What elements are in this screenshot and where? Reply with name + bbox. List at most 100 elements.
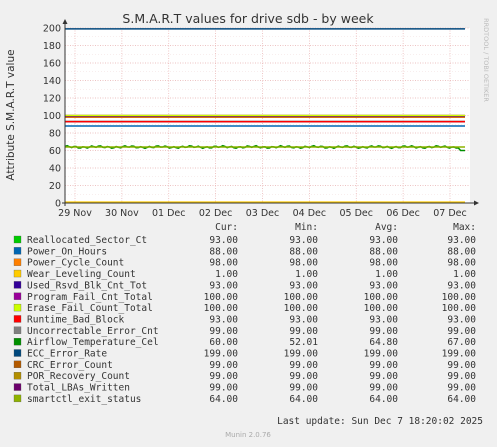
legend-value-avg: 64.00 — [369, 394, 398, 405]
legend-value-cur: 199.00 — [204, 349, 239, 360]
y-tick-label: 60 — [49, 146, 61, 157]
legend-swatch — [13, 258, 22, 266]
legend-value-max: 98.00 — [447, 258, 476, 269]
x-tick-label: 30 Nov — [105, 208, 139, 219]
legend-swatch — [13, 383, 22, 391]
legend-value-avg: 99.00 — [369, 371, 398, 382]
y-tick-label: 0 — [55, 199, 61, 210]
legend-value-max: 99.00 — [447, 371, 476, 382]
legend-value-avg: 93.00 — [369, 235, 398, 246]
legend-value-avg: 100.00 — [364, 303, 399, 314]
legend-series-name: Wear_Leveling_Count — [27, 269, 136, 280]
legend-series-name: Used_Rsvd_Blk_Cnt_Tot — [27, 280, 147, 291]
legend-value-min: 93.00 — [289, 314, 318, 325]
legend-value-min: 99.00 — [289, 326, 318, 337]
y-tick-label: 40 — [49, 164, 61, 175]
x-tick-label: 03 Dec — [246, 208, 280, 219]
legend-value-avg: 199.00 — [364, 349, 399, 360]
legend-value-max: 64.00 — [447, 394, 476, 405]
legend-value-cur: 99.00 — [209, 383, 238, 394]
legend-value-min: 99.00 — [289, 360, 318, 371]
x-tick-label: 01 Dec — [152, 208, 186, 219]
legend-series-name: smartctl_exit_status — [27, 394, 141, 405]
x-tick-label: 04 Dec — [293, 208, 327, 219]
rrdtool-credit: RRDTOOL / TOBI OETIKER — [482, 18, 490, 102]
legend-value-max: 199.00 — [442, 349, 477, 360]
legend-swatch — [13, 326, 22, 334]
legend-value-avg: 99.00 — [369, 360, 398, 371]
legend-value-avg: 100.00 — [364, 292, 399, 303]
legend-value-min: 1.00 — [295, 269, 318, 280]
legend-value-max: 100.00 — [442, 292, 477, 303]
legend-value-avg: 99.00 — [369, 326, 398, 337]
chart-title: S.M.A.R.T values for drive sdb - by week — [122, 11, 374, 26]
legend-value-min: 100.00 — [284, 292, 319, 303]
legend-value-min: 199.00 — [284, 349, 319, 360]
last-update: Last update: Sun Dec 7 18:20:02 2025 — [277, 416, 483, 427]
legend-column-header: Cur: — [215, 222, 238, 233]
legend-series-name: CRC_Error_Count — [27, 360, 113, 371]
legend-value-avg: 99.00 — [369, 383, 398, 394]
legend-series-name: Reallocated_Sector_Ct — [27, 235, 147, 246]
legend-swatch — [13, 269, 22, 278]
x-axis-arrow — [474, 200, 479, 206]
legend-column-header: Min: — [295, 222, 318, 233]
series-lines — [64, 28, 465, 203]
legend-series-name: ECC_Error_Rate — [27, 349, 107, 360]
legend-value-max: 99.00 — [447, 326, 476, 337]
legend-series-name: Power_Cycle_Count — [27, 258, 124, 269]
legend-value-min: 93.00 — [289, 280, 318, 291]
legend-swatch — [13, 360, 22, 369]
legend-series-name: Uncorrectable_Error_Cnt — [27, 326, 159, 337]
legend-swatch — [13, 292, 22, 300]
legend-value-cur: 93.00 — [209, 280, 238, 291]
legend-value-cur: 98.00 — [209, 258, 238, 269]
legend-value-max: 93.00 — [447, 280, 476, 291]
legend-series-name: Airflow_Temperature_Cel — [27, 337, 159, 348]
legend-swatch — [13, 394, 22, 403]
legend-value-max: 67.00 — [447, 337, 476, 348]
legend-value-cur: 64.00 — [209, 394, 238, 405]
legend-value-min: 99.00 — [289, 371, 318, 382]
legend-value-max: 93.00 — [447, 314, 476, 325]
legend-value-avg: 64.80 — [369, 337, 398, 348]
y-tick-label: 160 — [43, 59, 61, 70]
legend-series-name: Power_On_Hours — [27, 246, 107, 257]
legend-series-name: Runtime_Bad_Block — [27, 314, 125, 325]
legend-series-name: Program_Fail_Cnt_Total — [27, 292, 153, 303]
axes — [62, 19, 479, 206]
x-tick-label: 07 Dec — [433, 208, 467, 219]
legend-column-header: Avg: — [375, 222, 398, 233]
legend-value-max: 88.00 — [447, 246, 476, 257]
y-tick-labels: 0 20 40 60 80 100 120 140 160 180 200 — [43, 24, 61, 210]
legend-value-max: 99.00 — [447, 360, 476, 371]
legend-value-cur: 60.00 — [209, 337, 238, 348]
legend-swatch — [13, 281, 22, 289]
y-tick-label: 140 — [43, 76, 61, 87]
x-tick-label: 29 Nov — [58, 208, 92, 219]
legend-value-avg: 93.00 — [369, 314, 398, 325]
legend-value-min: 88.00 — [289, 246, 318, 257]
legend-value-cur: 99.00 — [209, 371, 238, 382]
legend-series-name: POR_Recovery_Count — [27, 371, 130, 382]
legend-value-avg: 93.00 — [369, 280, 398, 291]
legend-value-max: 99.00 — [447, 383, 476, 394]
y-tick-label: 20 — [49, 181, 61, 192]
x-tick-label: 02 Dec — [199, 208, 233, 219]
legend-value-min: 93.00 — [289, 235, 318, 246]
legend-swatch — [13, 315, 22, 323]
legend-value-cur: 88.00 — [209, 246, 238, 257]
legend-value-min: 99.00 — [289, 383, 318, 394]
legend-value-avg: 1.00 — [375, 269, 398, 280]
legend-swatch — [13, 235, 22, 244]
legend: Cur: Min: Avg: Max: Reallocated_Sector_Ct 93.… — [13, 222, 477, 405]
legend-value-cur: 93.00 — [209, 314, 238, 325]
legend-value-max: 1.00 — [453, 269, 476, 280]
legend-series-name: Erase_Fail_Count_Total — [27, 303, 153, 314]
munin-version: Munin 2.0.76 — [225, 431, 271, 439]
legend-swatch — [13, 372, 22, 380]
legend-value-min: 98.00 — [289, 258, 318, 269]
legend-column-header: Max: — [453, 222, 476, 233]
